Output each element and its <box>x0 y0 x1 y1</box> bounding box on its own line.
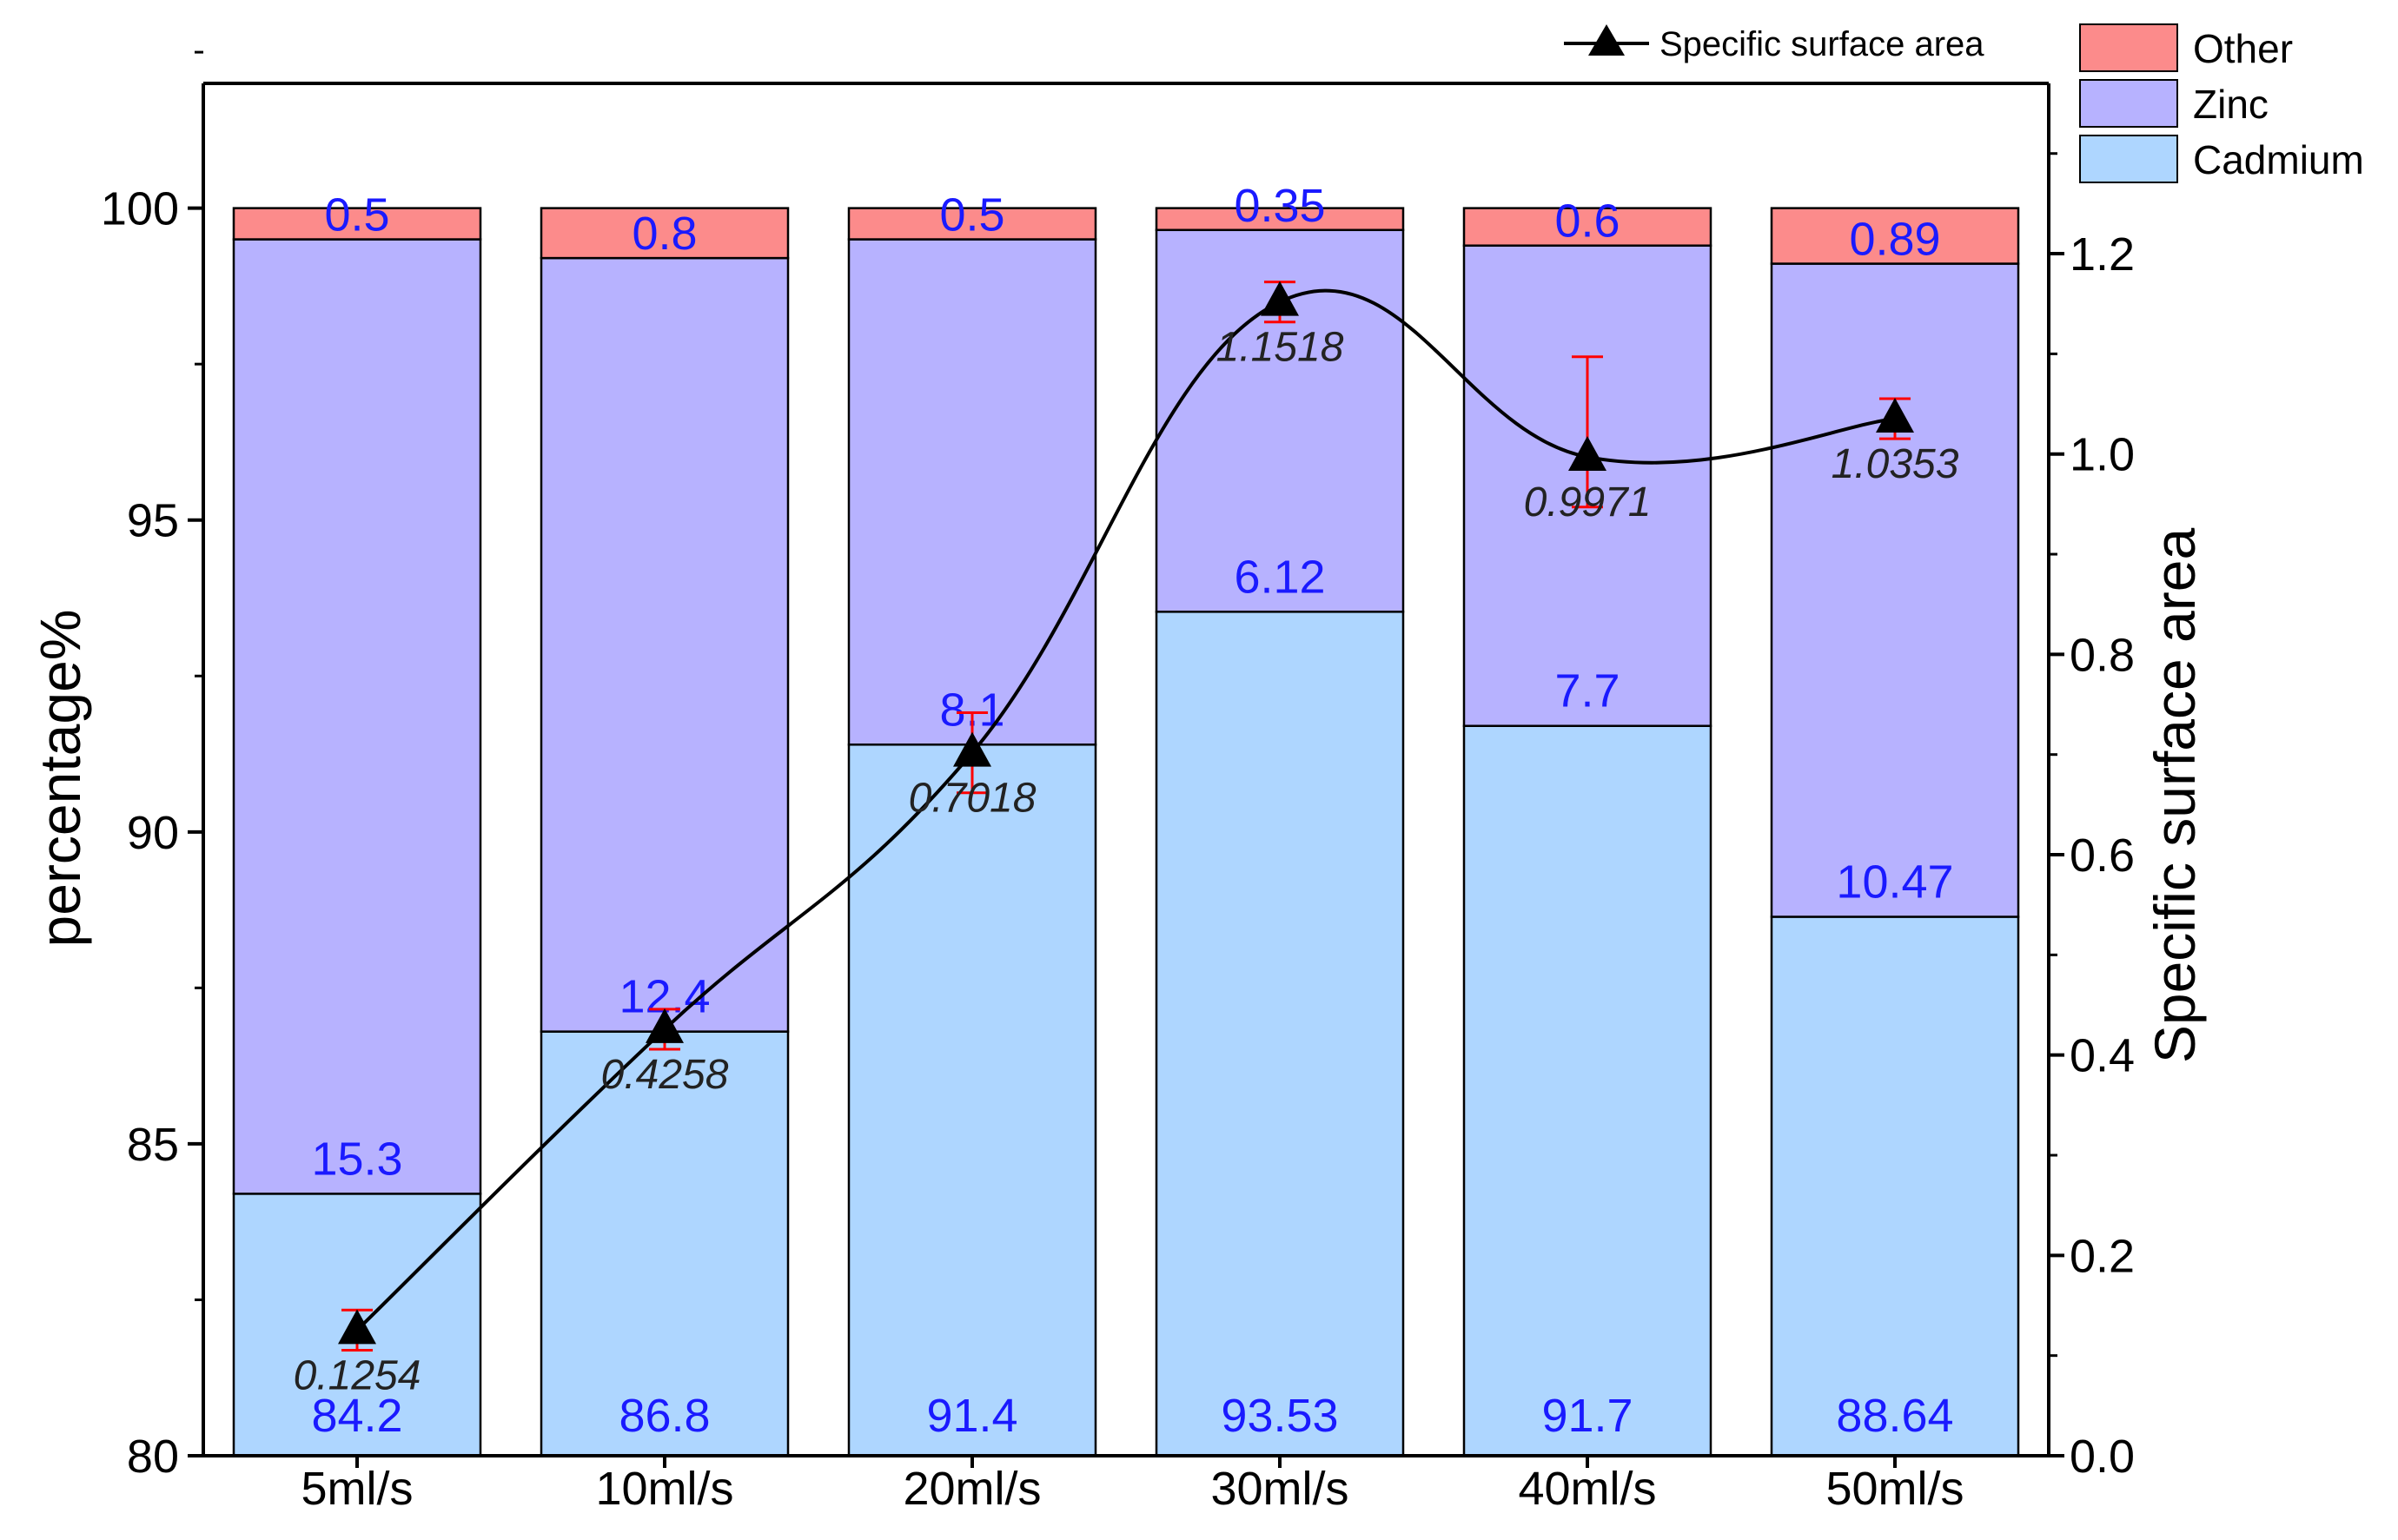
data-label-cadmium-1: 86.8 <box>619 1390 710 1442</box>
surface-area-label-1: 0.4258 <box>601 1052 729 1098</box>
data-label-zinc-3: 6.12 <box>1234 551 1325 603</box>
x-tick-label-2: 20ml/s <box>903 1463 1041 1515</box>
bar-other-5 <box>1770 207 2020 265</box>
y-tick-label-1: 85 <box>127 1119 179 1171</box>
data-label-other-0: 0.5 <box>324 189 389 241</box>
y-tick-label-4: 100 <box>101 183 179 235</box>
surface-area-marker-2 <box>953 731 991 767</box>
legend-label-other: Other <box>2193 26 2293 71</box>
y-tick-label-0: 80 <box>127 1431 179 1483</box>
bar-cadmium-4 <box>1462 724 1712 1457</box>
bar-other-1 <box>540 207 790 260</box>
bar-cadmium-2 <box>847 744 1097 1457</box>
data-label-cadmium-2: 91.4 <box>926 1390 1017 1442</box>
error-bar-4 <box>1572 355 1603 509</box>
data-label-zinc-4: 7.7 <box>1554 665 1620 717</box>
data-label-other-1: 0.8 <box>632 208 697 260</box>
data-label-other-2: 0.5 <box>939 189 1004 241</box>
y2-tick-label-3: 0.6 <box>2070 829 2135 882</box>
legend-swatch-zinc <box>2079 79 2178 128</box>
y-tick-label-2: 90 <box>127 807 179 859</box>
x-tick-label-3: 30ml/s <box>1210 1463 1348 1515</box>
legend-line-label: Specific surface area <box>1659 25 1984 63</box>
legend-line-marker <box>1588 24 1625 56</box>
y2-tick-label-0: 0.0 <box>2070 1431 2135 1483</box>
data-label-cadmium-5: 88.64 <box>1836 1390 1953 1442</box>
bar-cadmium-3 <box>1155 611 1405 1457</box>
bar-zinc-2 <box>847 238 1097 746</box>
data-label-other-4: 0.6 <box>1554 195 1620 248</box>
surface-area-label-0: 0.1254 <box>294 1352 421 1398</box>
y2-tick-label-6: 1.2 <box>2070 228 2135 281</box>
y2-axis-title: Specific surface area <box>2143 528 2207 1064</box>
data-label-cadmium-4: 91.7 <box>1541 1390 1633 1442</box>
bar-cadmium-5 <box>1770 915 2020 1457</box>
data-label-other-5: 0.89 <box>1849 214 1940 266</box>
data-label-zinc-0: 15.3 <box>311 1133 402 1185</box>
bar-other-0 <box>232 207 482 241</box>
bar-other-2 <box>847 207 1097 241</box>
surface-area-marker-4 <box>1568 436 1606 472</box>
legend-label-cadmium: Cadmium <box>2193 137 2364 182</box>
bar-zinc-5 <box>1770 262 2020 918</box>
data-label-zinc-5: 10.47 <box>1836 856 1953 908</box>
surface-area-marker-1 <box>646 1008 684 1043</box>
bar-zinc-1 <box>540 256 790 1033</box>
bar-other-3 <box>1155 207 1405 232</box>
data-label-other-3: 0.35 <box>1234 180 1325 232</box>
y2-tick-label-2: 0.4 <box>2070 1030 2135 1082</box>
data-label-cadmium-0: 84.2 <box>311 1390 402 1442</box>
surface-area-label-2: 0.7018 <box>909 776 1037 822</box>
x-tick-label-4: 40ml/s <box>1518 1463 1656 1515</box>
y-axis-title: percentage% <box>28 610 92 948</box>
legend-swatch-other <box>2079 23 2178 72</box>
y2-tick-label-4: 0.8 <box>2070 629 2135 681</box>
x-tick-label-0: 5ml/s <box>301 1463 413 1515</box>
data-label-cadmium-3: 93.53 <box>1221 1390 1338 1442</box>
surface-area-label-3: 1.1518 <box>1216 325 1344 371</box>
y2-tick-label-5: 1.0 <box>2070 429 2135 481</box>
y-tick-label-3: 95 <box>127 495 179 547</box>
legend-swatch-cadmium <box>2079 135 2178 183</box>
x-tick-label-5: 50ml/s <box>1825 1463 1964 1515</box>
surface-area-label-4: 0.9971 <box>1524 479 1652 525</box>
surface-area-label-5: 1.0353 <box>1832 441 1959 487</box>
y2-tick-label-1: 0.2 <box>2070 1230 2135 1282</box>
surface-area-marker-0 <box>338 1309 376 1345</box>
bar-other-4 <box>1462 207 1712 247</box>
surface-area-marker-3 <box>1261 281 1299 316</box>
bar-zinc-0 <box>232 238 482 1195</box>
x-tick-label-1: 10ml/s <box>595 1463 733 1515</box>
surface-area-marker-5 <box>1876 398 1914 433</box>
legend: Specific surface area Other Zinc Cadmium <box>1564 23 2364 183</box>
legend-label-zinc: Zinc <box>2193 82 2269 127</box>
